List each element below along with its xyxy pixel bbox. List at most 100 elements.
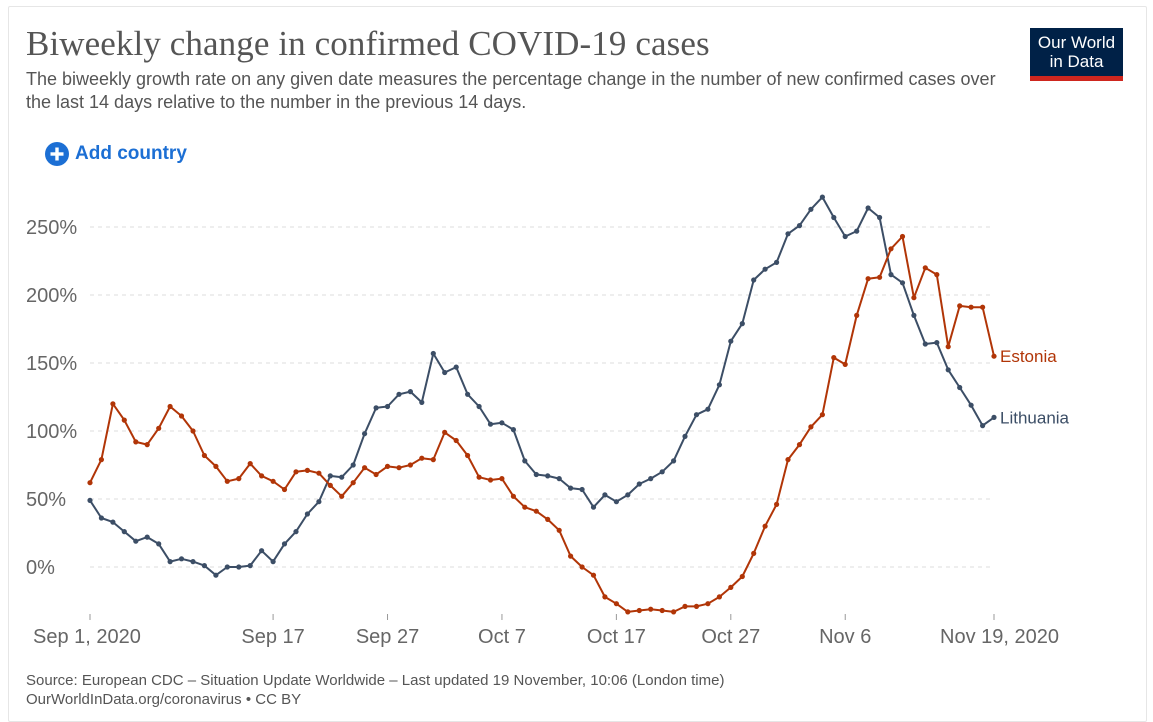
lithuania-point	[602, 492, 608, 498]
estonia-point	[636, 607, 642, 614]
estonia-point	[590, 572, 597, 578]
estonia-point	[167, 403, 173, 410]
grid-layer	[90, 226, 994, 568]
lithuania-point	[899, 280, 906, 286]
estonia-point	[671, 609, 677, 615]
lithuania-point	[774, 259, 780, 265]
lithuania-point	[922, 341, 928, 347]
lithuania-point	[281, 541, 288, 547]
lithuania-point	[213, 572, 219, 578]
lithuania-point	[110, 519, 116, 525]
x-tick-label-1: Sep 17	[241, 626, 304, 648]
lithuania-point	[590, 504, 597, 510]
y-tick-label-0: 0%	[26, 557, 55, 579]
lithuania-point	[430, 350, 436, 357]
lithuania-point	[980, 423, 986, 429]
owid-logo[interactable]: Our World in Data	[1030, 28, 1123, 81]
estonia-point	[396, 465, 402, 471]
lithuania-point	[499, 420, 505, 426]
lithuania-point	[522, 458, 528, 464]
lithuania-point	[442, 369, 448, 376]
estonia-point	[899, 233, 906, 240]
lithuania-point	[854, 228, 860, 234]
estonia-point	[87, 480, 93, 486]
x-tick-label-0: Sep 1, 2020	[33, 626, 141, 648]
lithuania-point	[476, 403, 482, 410]
estonia-point	[796, 442, 803, 448]
lithuania-point	[327, 473, 333, 479]
series-layer: Lithuania Estonia	[87, 194, 1070, 615]
y-tick-label-200: 200%	[26, 285, 77, 307]
lithuania-point	[259, 548, 265, 554]
estonia-point	[991, 353, 997, 359]
estonia-point	[659, 607, 665, 614]
estonia-point	[728, 584, 734, 591]
estonia-point	[316, 470, 322, 476]
estonia-end-label: Estonia	[1000, 347, 1057, 366]
lithuania-point	[957, 384, 963, 391]
estonia-point	[693, 603, 700, 610]
estonia-point	[281, 486, 288, 493]
estonia-point	[190, 428, 196, 434]
estonia-point	[922, 265, 928, 271]
add-country-button[interactable]: Add country	[44, 141, 187, 167]
lithuania-point	[144, 534, 150, 540]
chart-title: Biweekly change in confirmed COVID-19 ca…	[26, 24, 710, 63]
logo-red-bar	[1030, 76, 1123, 81]
estonia-point	[613, 601, 620, 607]
estonia-line	[89, 235, 995, 613]
lithuania-point	[934, 340, 940, 346]
estonia-point	[568, 553, 574, 559]
estonia-point	[247, 461, 253, 467]
estonia-point	[350, 480, 356, 486]
estonia-point	[762, 523, 768, 529]
estonia-point	[842, 361, 848, 367]
estonia-point	[945, 344, 951, 350]
chart-card	[8, 6, 1147, 722]
estonia-point	[178, 413, 185, 419]
lithuania-point	[693, 412, 700, 418]
lithuania-point	[236, 564, 242, 570]
lithuania-point	[888, 272, 894, 278]
estonia-point	[774, 501, 780, 507]
x-tick-label-7: Nov 19, 2020	[940, 626, 1059, 648]
lithuania-point	[98, 515, 104, 521]
lithuania-point	[407, 389, 413, 395]
lithuania-point	[224, 564, 230, 570]
lithuania-point	[808, 206, 814, 212]
estonia-point	[533, 508, 539, 514]
lithuania-point	[911, 312, 917, 318]
estonia-point	[476, 474, 482, 480]
lithuania-line	[89, 196, 995, 577]
estonia-point	[854, 312, 860, 318]
estonia-point	[419, 455, 425, 461]
estonia-point	[384, 463, 391, 469]
lithuania-point	[396, 391, 402, 397]
lithuania-point	[465, 391, 471, 397]
series-lithuania: Lithuania	[87, 194, 1070, 578]
estonia-point	[270, 478, 276, 484]
estonia-point	[373, 471, 379, 478]
estonia-point	[133, 439, 139, 445]
x-tick-label-3: Oct 7	[478, 626, 526, 648]
estonia-point	[682, 603, 688, 610]
lithuania-point	[510, 427, 516, 433]
lithuania-point	[991, 414, 997, 420]
lithuania-point	[796, 223, 803, 229]
estonia-point	[201, 452, 207, 459]
plus-circle-icon	[45, 142, 69, 166]
lithuania-point	[579, 486, 585, 493]
estonia-point	[705, 601, 711, 607]
x-tick-label-5: Oct 27	[701, 626, 760, 648]
x-tick-label-6: Nov 6	[819, 626, 871, 648]
lithuania-point	[728, 338, 734, 344]
lithuania-point	[716, 382, 723, 388]
lithuania-point	[453, 364, 459, 370]
estonia-point	[327, 482, 333, 488]
estonia-point	[888, 246, 894, 252]
lithuania-point	[133, 538, 139, 544]
estonia-point	[751, 550, 757, 557]
lithuania-point	[293, 529, 299, 535]
lithuania-point	[362, 431, 368, 437]
